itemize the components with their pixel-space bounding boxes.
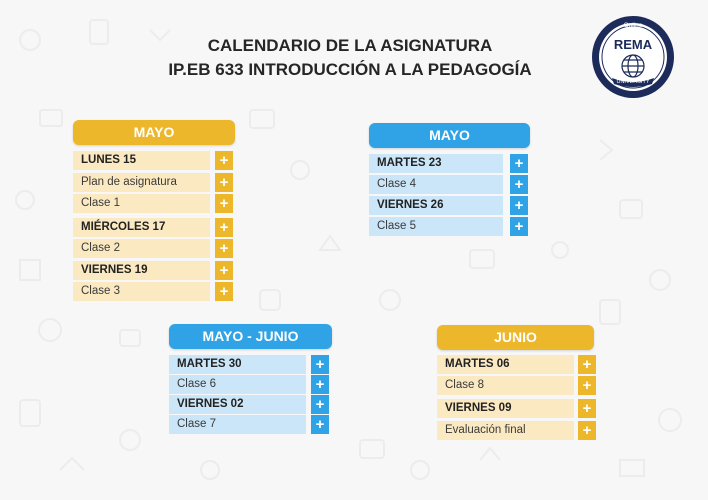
add-button[interactable]: + — [578, 376, 596, 395]
add-button[interactable]: + — [510, 175, 528, 194]
day-label: LUNES 15 — [73, 151, 210, 170]
add-button[interactable]: + — [215, 194, 233, 213]
class-label: Clase 2 — [73, 239, 210, 258]
add-button[interactable]: + — [311, 415, 329, 434]
block-header: MAYO — [369, 123, 530, 148]
add-button[interactable]: + — [215, 261, 233, 280]
add-button[interactable]: + — [311, 355, 329, 374]
add-button[interactable]: + — [215, 173, 233, 192]
class-label: Clase 8 — [437, 376, 574, 395]
block-header: MAYO - JUNIO — [169, 324, 332, 349]
title-line-1: CALENDARIO DE LA ASIGNATURA — [207, 36, 493, 55]
title-line-2: IP.EB 633 INTRODUCCIÓN A LA PEDAGOGÍA — [168, 60, 532, 79]
page-title: CALENDARIO DE LA ASIGNATURA IP.EB 633 IN… — [130, 34, 570, 82]
add-button[interactable]: + — [215, 218, 233, 237]
class-label: Clase 3 — [73, 282, 210, 301]
add-button[interactable]: + — [578, 421, 596, 440]
add-button[interactable]: + — [510, 196, 528, 215]
add-button[interactable]: + — [510, 154, 528, 173]
rema-university-logo: Online REMA UNIVERSITY — [592, 16, 674, 98]
logo-bottom-text: UNIVERSITY — [616, 79, 649, 85]
add-button[interactable]: + — [215, 151, 233, 170]
day-label: MARTES 06 — [437, 355, 574, 374]
class-label: Evaluación final — [437, 421, 574, 440]
day-label: MIÉRCOLES 17 — [73, 218, 210, 237]
day-label: MARTES 23 — [369, 154, 503, 173]
globe-icon — [621, 54, 645, 78]
class-label: Clase 5 — [369, 217, 503, 236]
class-label: Plan de asignatura — [73, 173, 210, 192]
add-button[interactable]: + — [510, 217, 528, 236]
add-button[interactable]: + — [215, 239, 233, 258]
class-label: Clase 4 — [369, 175, 503, 194]
logo-top-text: Online — [624, 22, 643, 29]
add-button[interactable]: + — [578, 355, 596, 374]
block-header: MAYO — [73, 120, 235, 145]
class-label: Clase 1 — [73, 194, 210, 213]
day-label: MARTES 30 — [169, 355, 306, 374]
add-button[interactable]: + — [215, 282, 233, 301]
day-label: VIERNES 09 — [437, 399, 574, 418]
class-label: Clase 7 — [169, 415, 306, 434]
block-header: JUNIO — [437, 325, 594, 350]
day-label: VIERNES 26 — [369, 196, 503, 215]
add-button[interactable]: + — [311, 395, 329, 414]
day-label: VIERNES 19 — [73, 261, 210, 280]
add-button[interactable]: + — [311, 375, 329, 394]
add-button[interactable]: + — [578, 399, 596, 418]
logo-name: REMA — [614, 37, 653, 52]
class-label: Clase 6 — [169, 375, 306, 394]
day-label: VIERNES 02 — [169, 395, 306, 414]
